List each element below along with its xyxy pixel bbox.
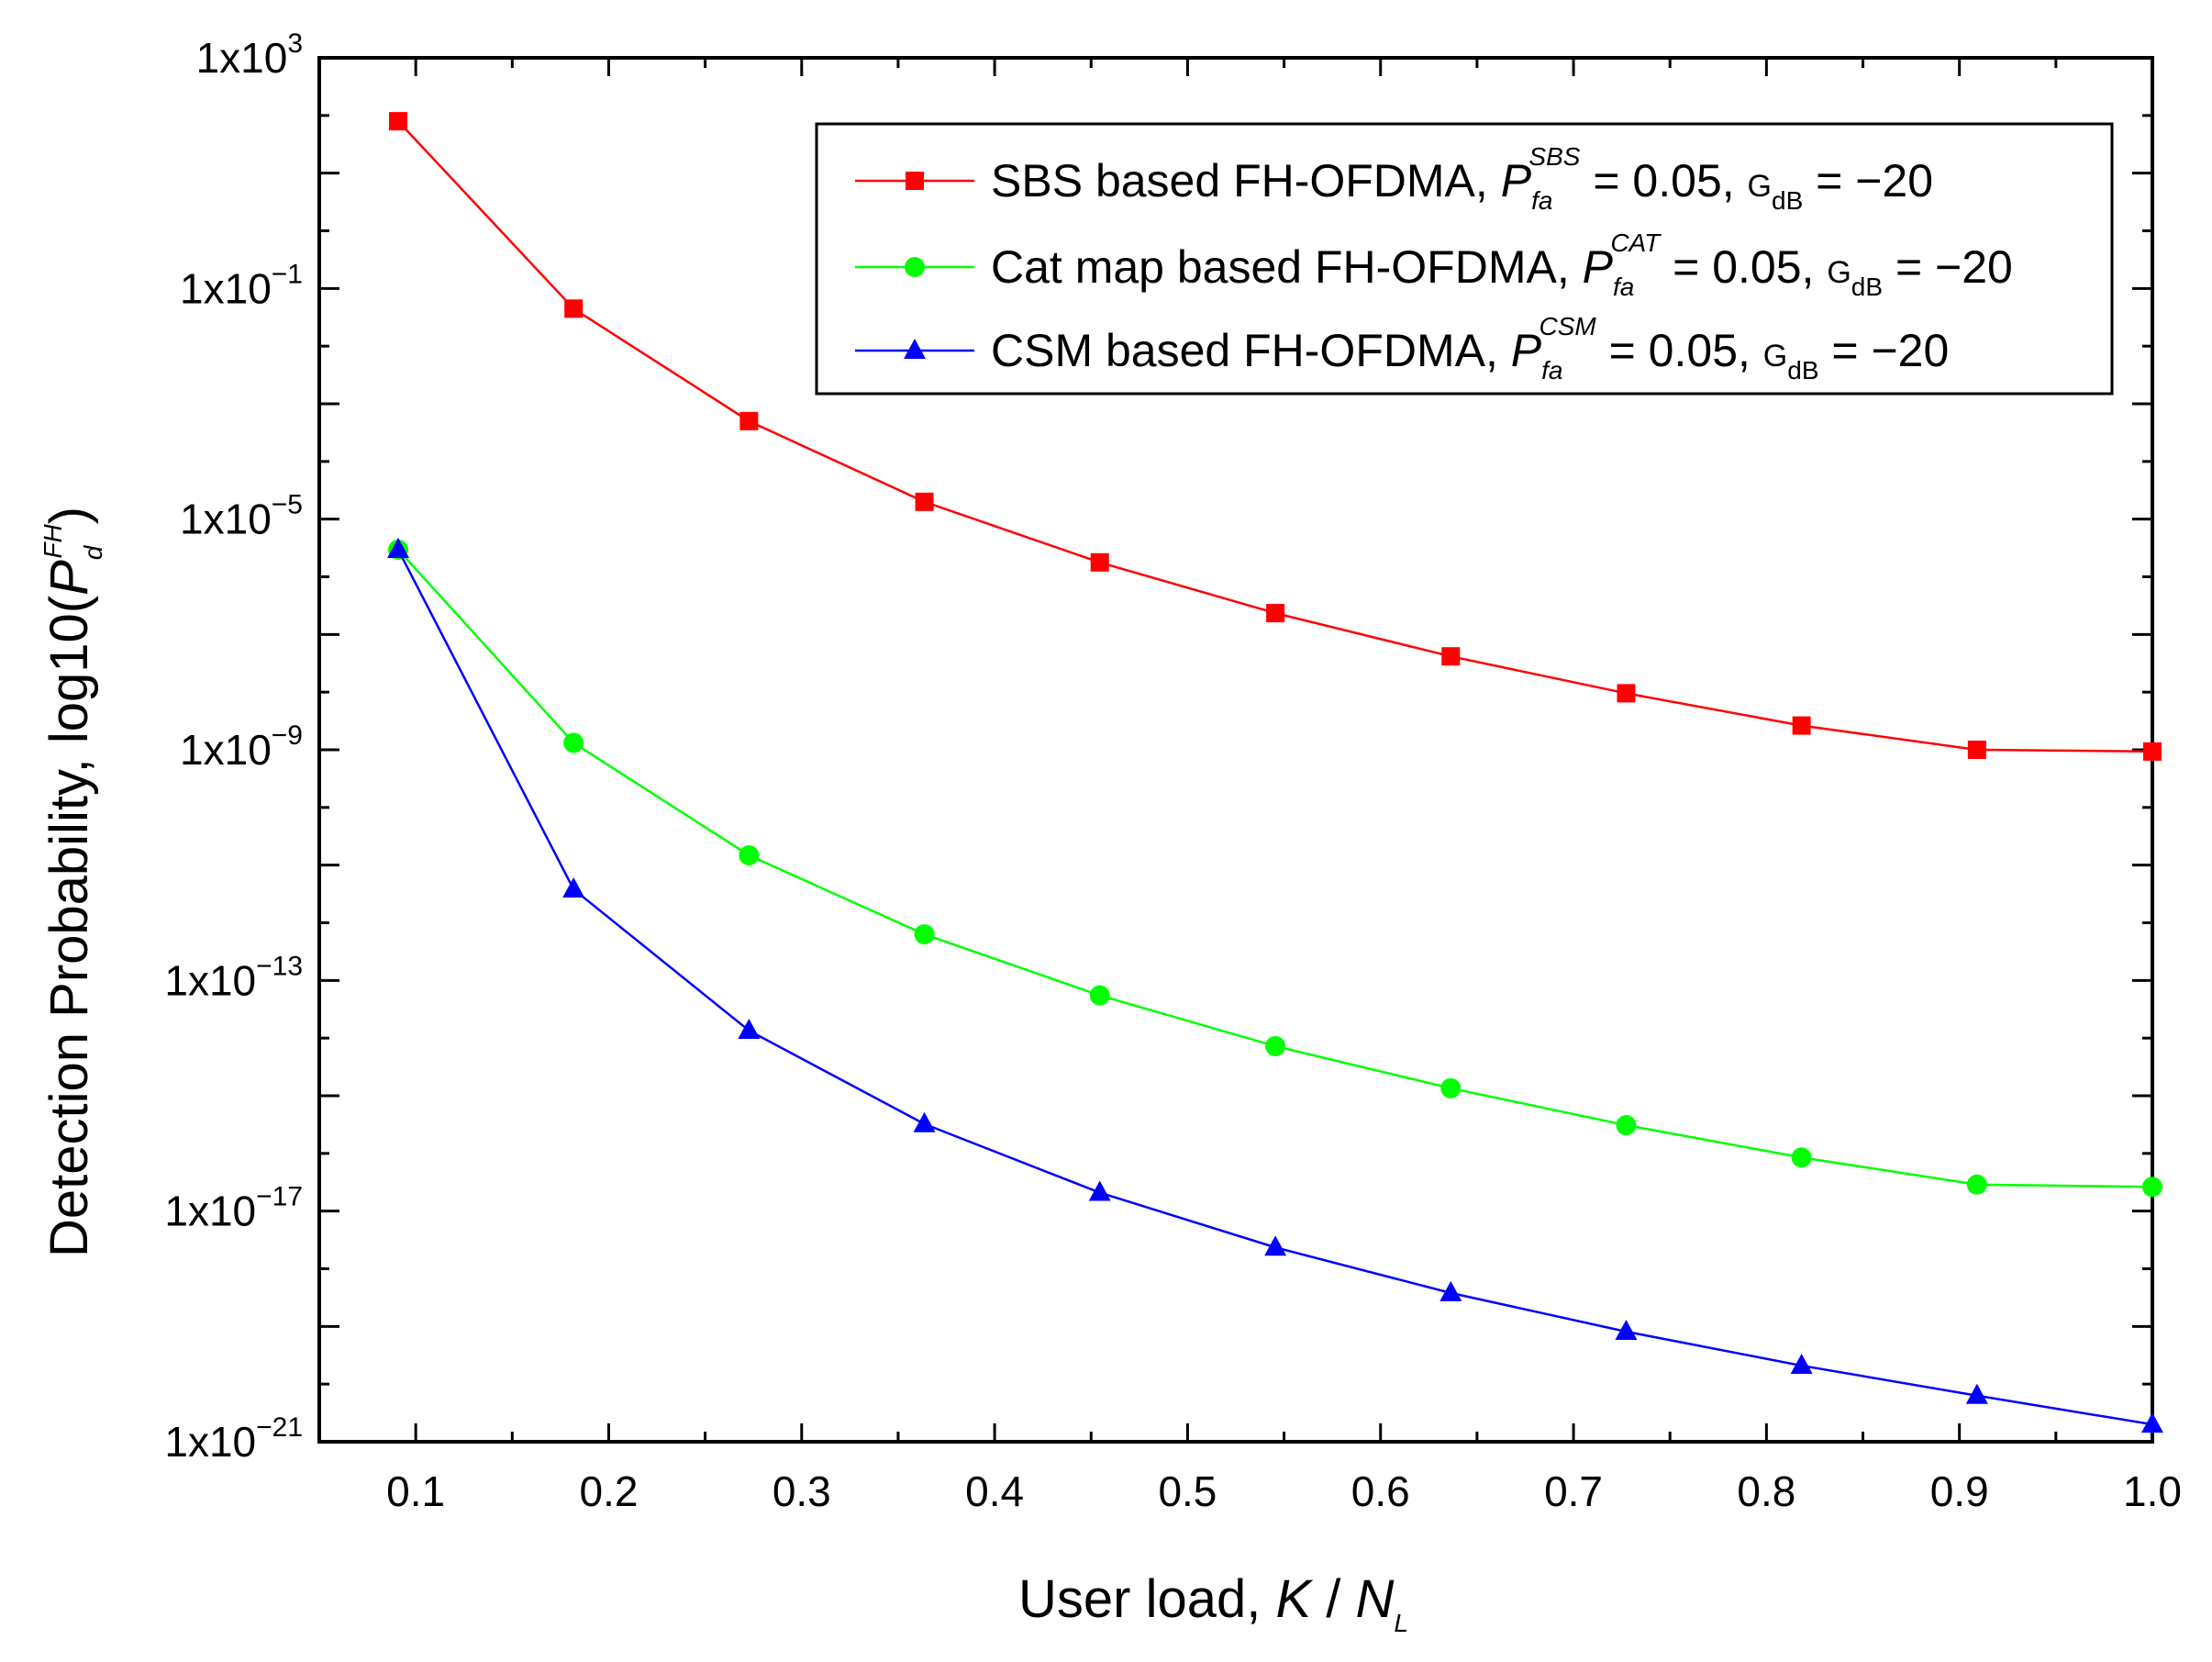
- data-point: [1439, 1280, 1462, 1301]
- data-point: [387, 537, 410, 558]
- legend-entry-3: CSM based FH-OFDMA, PfaCSM = 0.05, GdB =…: [855, 312, 1949, 385]
- data-point: [915, 492, 934, 511]
- x-tick-label: 0.5: [1158, 1467, 1217, 1515]
- data-point: [2142, 1177, 2162, 1198]
- y-tick-label: 1x10−1: [180, 259, 303, 312]
- x-tick-label: 0.3: [773, 1467, 831, 1515]
- data-point: [389, 112, 408, 131]
- data-point: [2143, 742, 2162, 761]
- data-point: [2141, 1412, 2163, 1433]
- data-point: [1617, 684, 1636, 703]
- y-tick-label: 1x103: [196, 28, 303, 82]
- x-tick-label: 0.8: [1737, 1467, 1795, 1515]
- series-line: [397, 549, 2153, 1188]
- x-axis-ticks: 0.1 0.2 0.3 0.4 0.5 0.6 0.7 0.8 0.9 1.0: [317, 58, 2182, 1515]
- series-1: [389, 112, 2162, 761]
- y-tick-label: 1x10−13: [164, 951, 303, 1004]
- data-point: [1266, 604, 1285, 623]
- data-point: [1441, 647, 1461, 666]
- legend-marker: [905, 257, 925, 277]
- legend-box: [815, 122, 2114, 396]
- y-axis-ticks: 1x103 1x10−1 1x10−5 1x10−9 1x10−13 1x10−17 1x1…: [164, 28, 2152, 1466]
- data-point: [1966, 1174, 1987, 1195]
- legend-label: Cat map based FH-OFDMA, PfaCAT = 0.05, G…: [991, 229, 2013, 301]
- legend-label: SBS based FH-OFDMA, PfaSBS = 0.05, GdB =…: [991, 142, 1933, 215]
- data-point: [1615, 1319, 1638, 1340]
- x-tick-label: 0.9: [1930, 1467, 1989, 1515]
- y-tick-label: 1x10−17: [164, 1182, 303, 1235]
- data-point: [1965, 1383, 1988, 1404]
- data-point: [914, 924, 935, 945]
- data-point: [1440, 1077, 1462, 1099]
- x-tick-label: 1.0: [2123, 1467, 2182, 1515]
- data-point: [1791, 1147, 1812, 1168]
- legend-label: CSM based FH-OFDMA, PfaCSM = 0.05, GdB =…: [991, 312, 1949, 385]
- data-point: [1265, 1035, 1286, 1056]
- legend-marker: [906, 172, 924, 190]
- y-tick-label: 1x10−21: [164, 1412, 303, 1466]
- x-tick-label: 0.2: [579, 1467, 638, 1515]
- data-point: [563, 732, 584, 753]
- legend: SBS based FH-OFDMA, PfaSBS = 0.05, GdB =…: [815, 122, 2114, 396]
- data-point: [1089, 985, 1110, 1006]
- series-3: [387, 537, 2163, 1433]
- x-axis-title: User load, K / NL: [1018, 1569, 1408, 1637]
- y-tick-label: 1x10−5: [180, 490, 303, 543]
- x-tick-label: 0.6: [1351, 1467, 1410, 1515]
- data-point: [739, 411, 759, 430]
- data-point: [1790, 1354, 1813, 1375]
- legend-marker: [904, 339, 926, 359]
- data-point: [1090, 552, 1109, 572]
- data-point: [1616, 1115, 1637, 1136]
- x-tick-label: 0.4: [965, 1467, 1024, 1515]
- series-line: [396, 549, 2153, 1426]
- data-point: [1967, 741, 1986, 759]
- data-point: [1264, 1235, 1287, 1256]
- data-point: [739, 844, 760, 865]
- y-tick-label: 1x10−9: [180, 720, 303, 774]
- x-tick-label: 0.1: [386, 1467, 445, 1515]
- series-layer: [387, 112, 2163, 1433]
- data-point: [1792, 716, 1811, 735]
- data-point: [562, 877, 585, 898]
- legend-entry-1: SBS based FH-OFDMA, PfaSBS = 0.05, GdB =…: [855, 142, 1933, 215]
- legend-entry-2: Cat map based FH-OFDMA, PfaCAT = 0.05, G…: [855, 229, 2013, 301]
- data-point: [913, 1111, 936, 1132]
- data-point: [564, 299, 584, 318]
- x-tick-label: 0.7: [1544, 1467, 1603, 1515]
- series-2: [388, 539, 2162, 1198]
- data-point: [1088, 1180, 1111, 1201]
- y-axis-title: Detection Probability, log10(PdFH): [39, 507, 107, 1257]
- data-point: [738, 1018, 761, 1039]
